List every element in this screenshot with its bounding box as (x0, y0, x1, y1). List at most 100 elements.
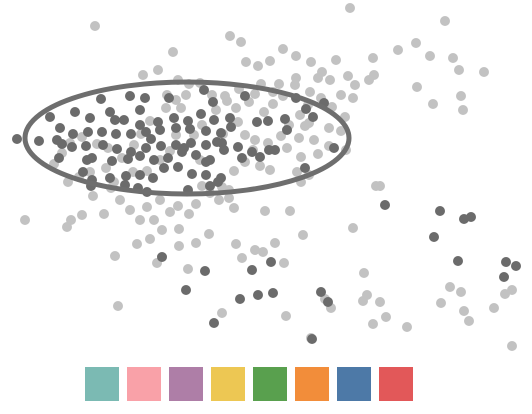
scatter-point-selected (105, 173, 115, 183)
scatter-point (260, 206, 270, 216)
scatter-point (294, 133, 304, 143)
scatter-point (138, 70, 148, 80)
scatter-point-selected (216, 128, 226, 138)
scatter-point (291, 73, 301, 83)
scatter-point (440, 16, 450, 26)
scatter-point-selected (216, 173, 226, 183)
scatter-point (229, 166, 239, 176)
scatter-point (191, 238, 201, 248)
scatter-point-selected (121, 171, 131, 181)
scatter-point (155, 195, 165, 205)
scatter-point-selected (159, 163, 169, 173)
scatter-point-selected (98, 140, 108, 150)
color-swatch-red[interactable] (379, 367, 413, 401)
scatter-point (368, 319, 378, 329)
color-swatch-pink[interactable] (127, 367, 161, 401)
scatter-point (153, 65, 163, 75)
scatter-point-selected (110, 115, 120, 125)
scatter-point-selected (199, 85, 209, 95)
scatter-point (259, 107, 269, 117)
scatter-point (278, 44, 288, 54)
scatter-point (77, 210, 87, 220)
scatter-point (459, 306, 469, 316)
scatter-point-selected (200, 266, 210, 276)
scatter-point (20, 215, 30, 225)
scatter-point (237, 253, 247, 263)
scatter-point (479, 67, 489, 77)
scatter-point-selected (186, 138, 196, 148)
scatter-point (305, 87, 315, 97)
scatter-point-selected (141, 127, 151, 137)
scatter-point (197, 181, 207, 191)
scatter-point-selected (208, 97, 218, 107)
scatter-point-selected (435, 206, 445, 216)
scatter-point-selected (453, 256, 463, 266)
scatter-point (174, 224, 184, 234)
scatter-point (325, 75, 335, 85)
scatter-point-selected (466, 212, 476, 222)
scatter-point (292, 167, 302, 177)
scatter-point-selected (135, 105, 145, 115)
scatter-point (253, 61, 263, 71)
scatter-point (456, 287, 466, 297)
scatter-point-selected (219, 145, 229, 155)
scatter-point (110, 251, 120, 261)
scatter-point-selected (501, 257, 511, 267)
scatter-point-selected (57, 139, 67, 149)
scatter-point (225, 31, 235, 41)
scatter-point-selected (429, 232, 439, 242)
scatter-point-selected (123, 154, 133, 164)
scatter-point (250, 245, 260, 255)
scatter-point (236, 37, 246, 47)
scatter-point-selected (105, 107, 115, 117)
scatter-point (157, 225, 167, 235)
scatter-point (240, 130, 250, 140)
color-swatch-orange[interactable] (295, 367, 329, 401)
scatter-point (445, 282, 455, 292)
scatter-point (393, 45, 403, 55)
scatter-point (324, 123, 334, 133)
scatter-point (176, 103, 186, 113)
color-swatch-yellow[interactable] (211, 367, 245, 401)
scatter-point (145, 234, 155, 244)
scatter-point (258, 247, 268, 257)
scatter-point (268, 99, 278, 109)
scatter-point (375, 297, 385, 307)
scatter-point-selected (85, 113, 95, 123)
scatter-point-selected (209, 115, 219, 125)
scatter-point-selected (237, 153, 247, 163)
scatter-point-selected (141, 143, 151, 153)
scatter-point-selected (235, 294, 245, 304)
color-swatch-green[interactable] (253, 367, 287, 401)
scatter-point (348, 223, 358, 233)
scatter-point-selected (125, 91, 135, 101)
color-swatch-purple[interactable] (169, 367, 203, 401)
scatter-point-selected (155, 125, 165, 135)
scatter-point (161, 103, 171, 113)
scatter-point (368, 53, 378, 63)
scatter-point-selected (226, 122, 236, 132)
scatter-point-selected (201, 170, 211, 180)
scatter-point (220, 91, 230, 101)
color-swatch-blue[interactable] (337, 367, 371, 401)
scatter-point (191, 199, 201, 209)
scatter-point-selected (185, 124, 195, 134)
scatter-point (214, 195, 224, 205)
scatter-point-selected (146, 134, 156, 144)
scatter-point-selected (45, 112, 55, 122)
scatter-point (211, 105, 221, 115)
scatter-point (298, 230, 308, 240)
scatter-point (411, 38, 421, 48)
scatter-point (306, 57, 316, 67)
scatter-point (265, 56, 275, 66)
scatter-point (142, 202, 152, 212)
scatter-point (458, 105, 468, 115)
scatter-point (88, 191, 98, 201)
lasso-selection-outline[interactable] (22, 79, 352, 197)
scatter-point-selected (301, 104, 311, 114)
color-swatch-teal[interactable] (85, 367, 119, 401)
color-palette (85, 367, 413, 401)
scatter-point-selected (247, 265, 257, 275)
